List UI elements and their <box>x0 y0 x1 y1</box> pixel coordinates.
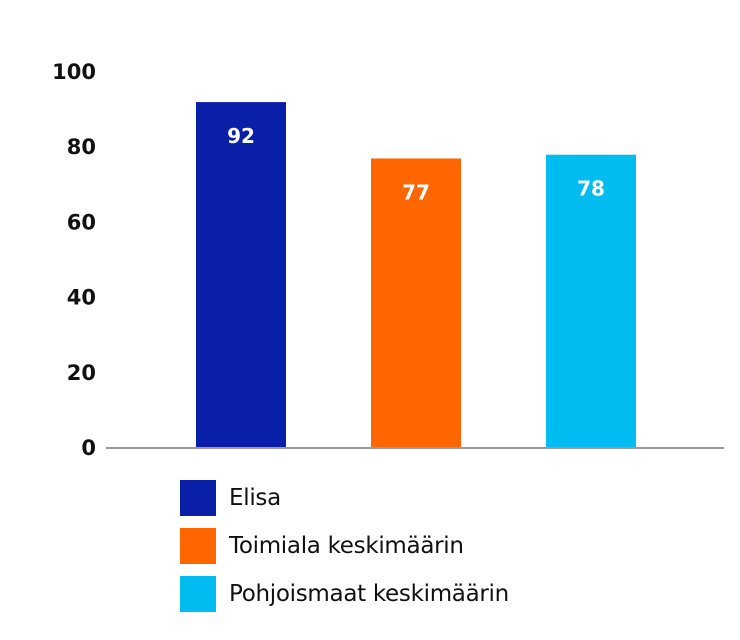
legend-swatch-toimiala <box>180 528 216 564</box>
legend: Elisa Toimiala keskimäärin Pohjoismaat k… <box>180 474 509 618</box>
bar-2 <box>546 154 636 448</box>
bar-data-label-2: 78 <box>577 177 605 201</box>
y-tick-label-20: 20 <box>67 361 96 385</box>
y-tick-label-80: 80 <box>67 135 96 159</box>
legend-swatch-pohjoismaat <box>180 576 216 612</box>
legend-label-toimiala: Toimiala keskimäärin <box>229 533 464 559</box>
legend-label-elisa: Elisa <box>229 485 281 511</box>
bar-1 <box>371 158 461 449</box>
legend-item-pohjoismaat: Pohjoismaat keskimäärin <box>180 570 509 618</box>
bar-data-label-1: 77 <box>402 180 430 204</box>
y-tick-label-0: 0 <box>81 436 96 460</box>
legend-item-elisa: Elisa <box>180 474 509 522</box>
y-axis-ticks: 0 20 40 60 80 100 <box>52 60 96 460</box>
y-tick-label-60: 60 <box>67 210 96 234</box>
legend-label-pohjoismaat: Pohjoismaat keskimäärin <box>229 581 509 607</box>
legend-item-toimiala: Toimiala keskimäärin <box>180 522 509 570</box>
y-tick-label-40: 40 <box>67 286 96 310</box>
bar-data-label-0: 92 <box>227 124 255 148</box>
bars <box>196 102 636 449</box>
legend-swatch-elisa <box>180 480 216 516</box>
y-tick-label-100: 100 <box>52 60 96 84</box>
bar-0 <box>196 102 286 448</box>
bar-data-labels: 92 77 78 <box>227 124 605 204</box>
